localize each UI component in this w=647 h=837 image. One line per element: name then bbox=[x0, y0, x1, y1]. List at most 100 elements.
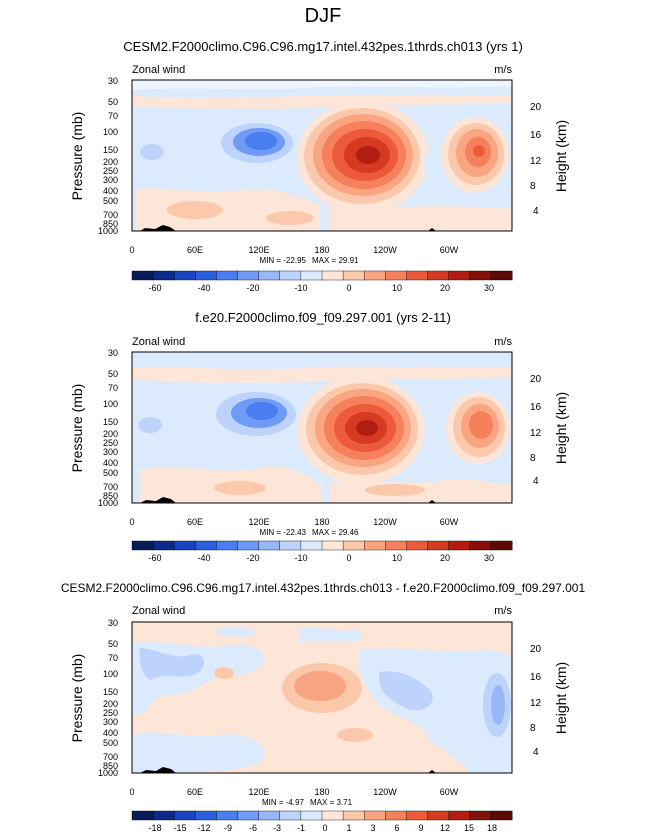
colorbar-tick-label: 10 bbox=[392, 283, 402, 293]
colorbar-swatch bbox=[195, 540, 217, 551]
colorbar-tick-label: -15 bbox=[173, 823, 186, 833]
colorbar-swatch bbox=[469, 810, 492, 821]
x-tick-label: 120W bbox=[373, 787, 397, 797]
panel-3: CESM2.F2000climo.C96.C96.mg17.intel.432p… bbox=[61, 581, 586, 833]
x-tick-label: 120E bbox=[248, 517, 269, 527]
height-tick-label: 8 bbox=[530, 453, 536, 464]
panel-2-jet-west bbox=[297, 376, 425, 484]
y-tick-label: 500 bbox=[103, 468, 118, 478]
colorbar-swatch bbox=[448, 270, 471, 281]
height-tick-label: 12 bbox=[530, 698, 542, 709]
panel-2-units-label: m/s bbox=[494, 336, 512, 348]
y-tick-label: 70 bbox=[108, 111, 118, 121]
panel-2: f.e20.F2000climo.f09_f09.297.001 (yrs 2-… bbox=[69, 310, 569, 563]
colorbar-tick-label: 10 bbox=[392, 553, 402, 563]
y-tick-label: 1000 bbox=[98, 226, 118, 236]
panel-2-y-axis-title: Pressure (mb) bbox=[69, 384, 85, 473]
height-tick-label: 16 bbox=[530, 402, 542, 413]
panel-2-weak-features bbox=[138, 417, 442, 496]
colorbar-swatch bbox=[364, 540, 386, 551]
colorbar-swatch bbox=[427, 540, 450, 551]
panel-3-title: CESM2.F2000climo.C96.C96.mg17.intel.432p… bbox=[61, 581, 586, 595]
colorbar-tick-label: 30 bbox=[484, 283, 494, 293]
x-tick-label: 180 bbox=[314, 517, 329, 527]
panel-1-height-axis: 20 16 12 8 4 bbox=[530, 102, 542, 217]
colorbar-swatch bbox=[427, 810, 450, 821]
y-tick-label: 300 bbox=[103, 717, 118, 727]
x-tick-label: 60E bbox=[187, 517, 203, 527]
x-tick-label: 0 bbox=[129, 517, 134, 527]
panel-1-jet-west bbox=[297, 101, 429, 213]
colorbar-swatch bbox=[237, 810, 260, 821]
y-tick-label: 400 bbox=[103, 186, 118, 196]
colorbar-tick-label: -10 bbox=[294, 553, 307, 563]
colorbar-swatch bbox=[427, 270, 450, 281]
panel-3-terrain bbox=[140, 767, 436, 773]
colorbar-swatch bbox=[448, 810, 471, 821]
x-tick-label: 60W bbox=[440, 245, 459, 255]
y-tick-label: 150 bbox=[103, 687, 118, 697]
colorbar-swatch bbox=[406, 810, 429, 821]
colorbar-tick-label: 12 bbox=[440, 823, 450, 833]
colorbar-swatch bbox=[490, 270, 513, 281]
colorbar-swatch bbox=[258, 540, 281, 551]
y-tick-label: 300 bbox=[103, 175, 118, 185]
colorbar-swatch bbox=[469, 540, 492, 551]
panel-2-colorbar-labels: -60 -40 -20 -10 0 10 20 30 bbox=[148, 553, 494, 563]
y-tick-label: 400 bbox=[103, 728, 118, 738]
height-tick-label: 12 bbox=[530, 428, 542, 439]
colorbar-swatch bbox=[131, 810, 154, 821]
colorbar-swatch bbox=[385, 810, 407, 821]
x-tick-label: 120E bbox=[248, 787, 269, 797]
panel-1-units-label: m/s bbox=[494, 64, 512, 76]
y-tick-label: 250 bbox=[103, 438, 118, 448]
panel-3-colorbar bbox=[131, 810, 513, 821]
colorbar-tick-label: -40 bbox=[197, 283, 210, 293]
x-tick-label: 60E bbox=[187, 245, 203, 255]
panel-1-y-axis-title: Pressure (mb) bbox=[69, 112, 85, 201]
y-tick-label: 70 bbox=[108, 653, 118, 663]
colorbar-tick-label: 0 bbox=[322, 823, 327, 833]
colorbar-tick-label: -3 bbox=[273, 823, 281, 833]
colorbar-swatch bbox=[321, 540, 344, 551]
colorbar-tick-label: -10 bbox=[294, 283, 307, 293]
x-tick-label: 120W bbox=[373, 517, 397, 527]
colorbar-swatch bbox=[152, 810, 175, 821]
colorbar-swatch bbox=[469, 270, 492, 281]
x-tick-label: 120W bbox=[373, 245, 397, 255]
y-tick-label: 30 bbox=[108, 618, 118, 628]
colorbar-tick-label: 15 bbox=[464, 823, 474, 833]
colorbar-swatch bbox=[174, 810, 196, 821]
panel-1-title: CESM2.F2000climo.C96.C96.mg17.intel.432p… bbox=[123, 39, 523, 54]
x-tick-label: 0 bbox=[129, 787, 134, 797]
y-tick-label: 100 bbox=[103, 127, 118, 137]
colorbar-tick-label: -40 bbox=[197, 553, 210, 563]
colorbar-swatch bbox=[490, 810, 513, 821]
height-tick-label: 12 bbox=[530, 156, 542, 167]
y-tick-label: 30 bbox=[108, 76, 118, 86]
height-tick-label: 4 bbox=[533, 206, 539, 217]
colorbar-swatch bbox=[174, 270, 196, 281]
panel-1-contour-field bbox=[132, 80, 512, 231]
panel-2-height-axis-title: Height (km) bbox=[553, 392, 569, 464]
colorbar-swatch bbox=[174, 540, 196, 551]
panel-2-frame bbox=[131, 351, 513, 504]
page-title: DJF bbox=[305, 5, 342, 27]
height-tick-label: 4 bbox=[533, 747, 539, 758]
height-tick-label: 20 bbox=[530, 644, 542, 655]
y-tick-label: 50 bbox=[108, 369, 118, 379]
panel-2-height-axis: 20 16 12 8 4 bbox=[530, 374, 542, 487]
y-tick-label: 100 bbox=[103, 669, 118, 679]
x-tick-label: 60W bbox=[440, 517, 459, 527]
colorbar-swatch bbox=[490, 540, 513, 551]
y-tick-label: 70 bbox=[108, 383, 118, 393]
panel-1-jet-east bbox=[441, 117, 509, 193]
y-tick-label: 1000 bbox=[98, 768, 118, 778]
colorbar-swatch bbox=[342, 540, 365, 551]
colorbar-swatch bbox=[279, 270, 302, 281]
colorbar-swatch bbox=[216, 810, 239, 821]
y-tick-label: 300 bbox=[103, 447, 118, 457]
colorbar-swatch bbox=[364, 810, 386, 821]
height-tick-label: 16 bbox=[530, 672, 542, 683]
panel-1-variable-label: Zonal wind bbox=[132, 64, 185, 76]
